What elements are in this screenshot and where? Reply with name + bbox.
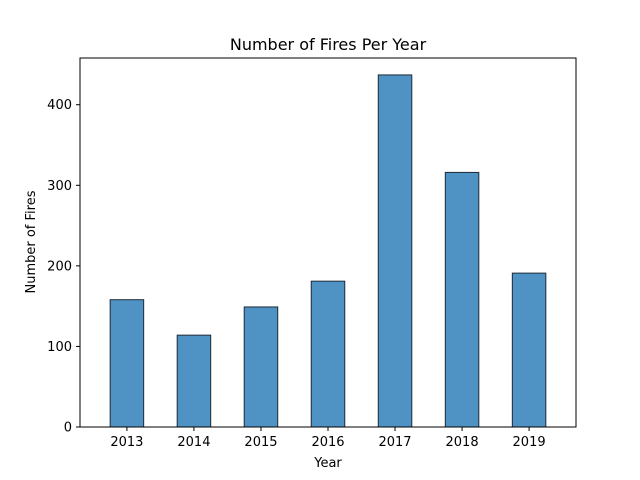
x-axis-label: Year	[313, 456, 342, 471]
bar-2016	[310, 280, 346, 428]
y-axis-label: Number of Fires	[24, 190, 39, 293]
y-tick-label: 200	[47, 259, 72, 274]
bars-group	[109, 74, 547, 428]
x-axis-ticks: 2013 2014 2015 2016 2017 2018 2019	[110, 427, 546, 450]
x-tick-label: 2013	[110, 435, 143, 450]
x-tick-label: 2019	[513, 435, 546, 450]
x-tick-label: 2018	[446, 435, 479, 450]
bar-2015	[243, 306, 279, 428]
bar-2018	[444, 171, 480, 428]
bar-2014	[176, 334, 212, 428]
y-tick-label: 0	[64, 421, 72, 436]
bar-2019	[511, 272, 547, 428]
y-tick-label: 400	[47, 98, 72, 113]
bar-2013	[109, 299, 145, 428]
x-tick-label: 2016	[311, 435, 344, 450]
x-tick-label: 2017	[378, 435, 411, 450]
x-tick-label: 2015	[244, 435, 277, 450]
x-tick-label: 2014	[177, 435, 210, 450]
chart-title: Number of Fires Per Year	[230, 35, 427, 54]
y-tick-label: 100	[47, 340, 72, 355]
y-tick-label: 300	[47, 179, 72, 194]
y-axis-ticks: 0 100 200 300 400	[47, 98, 80, 436]
bar-2017	[377, 74, 413, 428]
